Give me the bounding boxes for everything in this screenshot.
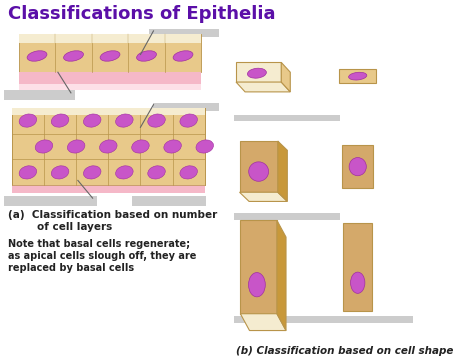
- Ellipse shape: [64, 51, 83, 61]
- Ellipse shape: [51, 166, 69, 179]
- Ellipse shape: [19, 114, 36, 127]
- Ellipse shape: [248, 272, 265, 297]
- Polygon shape: [240, 314, 286, 331]
- Text: (a)  Classification based on number
        of cell layers: (a) Classification based on number of ce…: [9, 210, 218, 232]
- Polygon shape: [342, 145, 374, 188]
- Polygon shape: [343, 223, 372, 311]
- Polygon shape: [239, 192, 287, 201]
- Polygon shape: [12, 108, 205, 185]
- Polygon shape: [234, 213, 340, 220]
- Polygon shape: [132, 196, 206, 206]
- Text: Classifications of Epithelia: Classifications of Epithelia: [9, 5, 276, 23]
- Ellipse shape: [247, 68, 266, 78]
- Ellipse shape: [35, 140, 53, 153]
- Polygon shape: [281, 62, 290, 92]
- Ellipse shape: [148, 114, 165, 127]
- Ellipse shape: [27, 51, 47, 61]
- Polygon shape: [277, 220, 286, 331]
- Ellipse shape: [51, 114, 69, 127]
- Ellipse shape: [180, 114, 198, 127]
- Ellipse shape: [67, 140, 85, 153]
- Ellipse shape: [196, 140, 213, 153]
- Ellipse shape: [164, 140, 182, 153]
- Polygon shape: [234, 316, 413, 323]
- Ellipse shape: [349, 158, 366, 176]
- Ellipse shape: [116, 166, 133, 179]
- Ellipse shape: [148, 166, 165, 179]
- Ellipse shape: [116, 114, 133, 127]
- Polygon shape: [12, 108, 205, 115]
- Polygon shape: [4, 196, 97, 206]
- Polygon shape: [239, 141, 278, 192]
- Polygon shape: [19, 34, 201, 72]
- Ellipse shape: [132, 140, 149, 153]
- Text: (b) Classification based on cell shape: (b) Classification based on cell shape: [236, 346, 454, 356]
- Polygon shape: [4, 90, 75, 100]
- Polygon shape: [149, 29, 219, 37]
- Ellipse shape: [83, 114, 101, 127]
- Ellipse shape: [173, 51, 193, 61]
- Ellipse shape: [83, 166, 101, 179]
- Ellipse shape: [137, 51, 156, 61]
- Ellipse shape: [180, 166, 198, 179]
- Polygon shape: [240, 220, 277, 314]
- Ellipse shape: [351, 272, 365, 293]
- Polygon shape: [12, 185, 205, 193]
- Polygon shape: [236, 82, 290, 92]
- Text: Note that basal cells regenerate;
as apical cells slough off, they are
replaced : Note that basal cells regenerate; as api…: [9, 239, 197, 272]
- Ellipse shape: [100, 51, 120, 61]
- Ellipse shape: [348, 72, 367, 80]
- Polygon shape: [19, 84, 201, 90]
- Ellipse shape: [19, 166, 36, 179]
- Polygon shape: [19, 72, 201, 84]
- Polygon shape: [234, 115, 340, 121]
- Polygon shape: [278, 141, 287, 201]
- Polygon shape: [154, 103, 219, 111]
- Polygon shape: [236, 62, 281, 82]
- Polygon shape: [19, 34, 201, 43]
- Polygon shape: [339, 69, 376, 83]
- Ellipse shape: [249, 162, 269, 181]
- Ellipse shape: [100, 140, 117, 153]
